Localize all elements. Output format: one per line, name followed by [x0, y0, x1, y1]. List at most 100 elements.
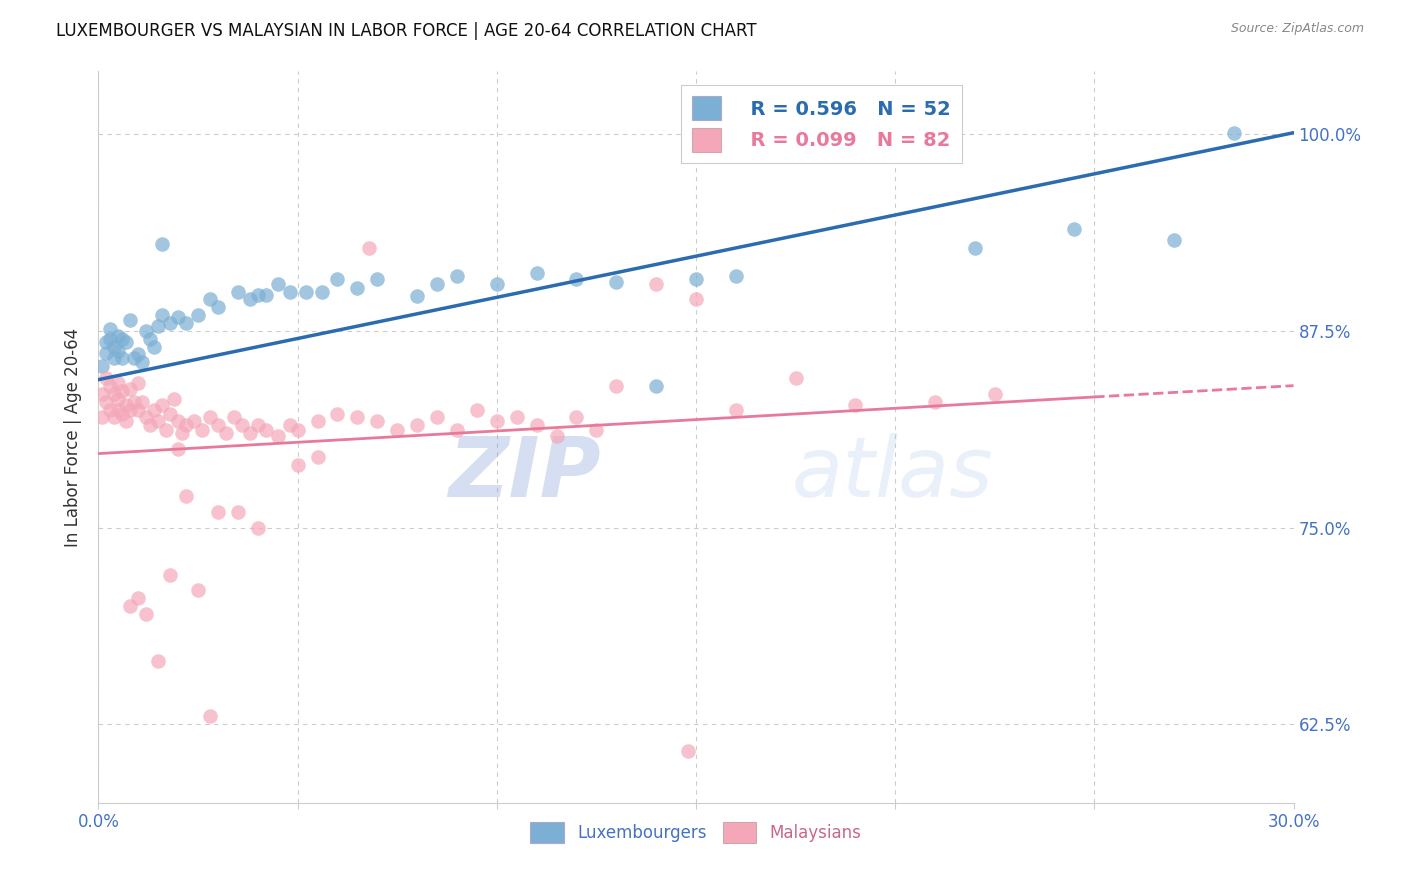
Point	[183, 413, 205, 427]
Point	[174, 489, 197, 503]
Point	[198, 410, 221, 425]
Point	[359, 241, 381, 255]
Point	[150, 308, 173, 322]
Point	[246, 520, 269, 534]
Point	[406, 418, 429, 433]
Point	[267, 277, 290, 291]
Point	[198, 293, 221, 307]
Point	[167, 413, 190, 427]
Point	[585, 423, 607, 437]
Point	[446, 268, 468, 283]
Text: ZIP: ZIP	[447, 434, 600, 514]
Point	[127, 347, 149, 361]
Point	[326, 407, 349, 421]
Point	[207, 505, 229, 519]
Point	[139, 332, 162, 346]
Point	[131, 355, 153, 369]
Point	[1063, 221, 1085, 235]
Point	[155, 423, 177, 437]
Point	[148, 413, 170, 427]
Point	[246, 418, 269, 433]
Point	[103, 351, 125, 365]
Point	[96, 394, 118, 409]
Point	[605, 379, 627, 393]
Point	[111, 384, 134, 398]
Point	[159, 407, 181, 421]
Point	[127, 376, 149, 390]
Point	[98, 379, 122, 393]
Point	[98, 322, 122, 336]
Point	[107, 344, 129, 359]
Point	[150, 237, 173, 252]
Point	[107, 328, 129, 343]
Point	[239, 426, 262, 441]
Point	[685, 272, 707, 286]
Point	[167, 442, 190, 456]
Point	[246, 287, 269, 301]
Point	[96, 371, 118, 385]
Point	[294, 285, 316, 299]
Point	[645, 277, 668, 291]
Point	[96, 334, 118, 349]
Point	[107, 402, 129, 417]
Point	[426, 277, 449, 291]
Point	[91, 387, 114, 401]
Point	[254, 287, 277, 301]
Point	[187, 583, 209, 598]
Point	[366, 413, 388, 427]
Point	[98, 402, 122, 417]
Point	[115, 413, 138, 427]
Point	[127, 402, 149, 417]
Point	[91, 410, 114, 425]
Point	[506, 410, 529, 425]
Point	[346, 281, 368, 295]
Point	[124, 351, 146, 365]
Point	[187, 308, 209, 322]
Point	[111, 351, 134, 365]
Point	[685, 293, 707, 307]
Point	[446, 423, 468, 437]
Point	[222, 410, 245, 425]
Point	[326, 272, 349, 286]
Point	[150, 398, 173, 412]
Point	[115, 334, 138, 349]
Point	[226, 505, 249, 519]
Point	[565, 272, 588, 286]
Point	[163, 392, 186, 406]
Point	[254, 423, 277, 437]
Point	[844, 398, 866, 412]
Point	[115, 398, 138, 412]
Point	[148, 654, 170, 668]
Point	[287, 458, 309, 472]
Point	[159, 567, 181, 582]
Point	[366, 272, 388, 286]
Point	[1163, 233, 1185, 247]
Point	[724, 402, 747, 417]
Point	[605, 275, 627, 289]
Point	[546, 429, 568, 443]
Point	[307, 450, 329, 464]
Point	[120, 313, 142, 327]
Point	[307, 413, 329, 427]
Point	[215, 426, 238, 441]
Point	[174, 316, 197, 330]
Point	[963, 241, 986, 255]
Point	[226, 285, 249, 299]
Point	[485, 277, 508, 291]
Point	[131, 394, 153, 409]
Point	[120, 382, 142, 396]
Point	[287, 423, 309, 437]
Point	[645, 379, 668, 393]
Point	[526, 266, 548, 280]
Point	[239, 293, 262, 307]
Point	[167, 310, 190, 324]
Point	[135, 410, 157, 425]
Point	[676, 744, 699, 758]
Y-axis label: In Labor Force | Age 20-64: In Labor Force | Age 20-64	[65, 327, 83, 547]
Point	[172, 426, 194, 441]
Text: atlas: atlas	[792, 434, 993, 514]
Point	[191, 423, 214, 437]
Point	[148, 319, 170, 334]
Point	[385, 423, 409, 437]
Point	[311, 285, 333, 299]
